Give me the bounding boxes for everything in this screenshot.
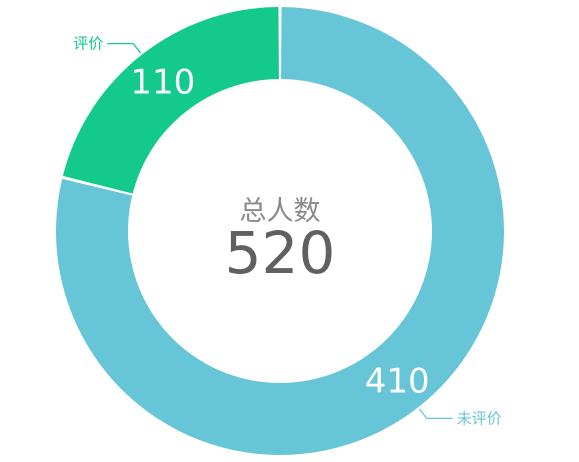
slice-category-label: 评价 [73,35,103,53]
center-title: 总人数 [240,196,321,227]
slice-category-label: 未评价 [457,409,502,427]
slice-value-label: 110 [130,62,195,102]
donut-slice [62,7,279,194]
center-total: 520 [225,219,336,287]
slices-layer [56,7,504,455]
slice-value-label: 410 [365,362,430,402]
donut-slice [56,7,504,455]
slice-leader-line [418,408,453,419]
slice-leader-line [107,43,142,54]
slice-values-layer: 110 410 [130,62,429,401]
